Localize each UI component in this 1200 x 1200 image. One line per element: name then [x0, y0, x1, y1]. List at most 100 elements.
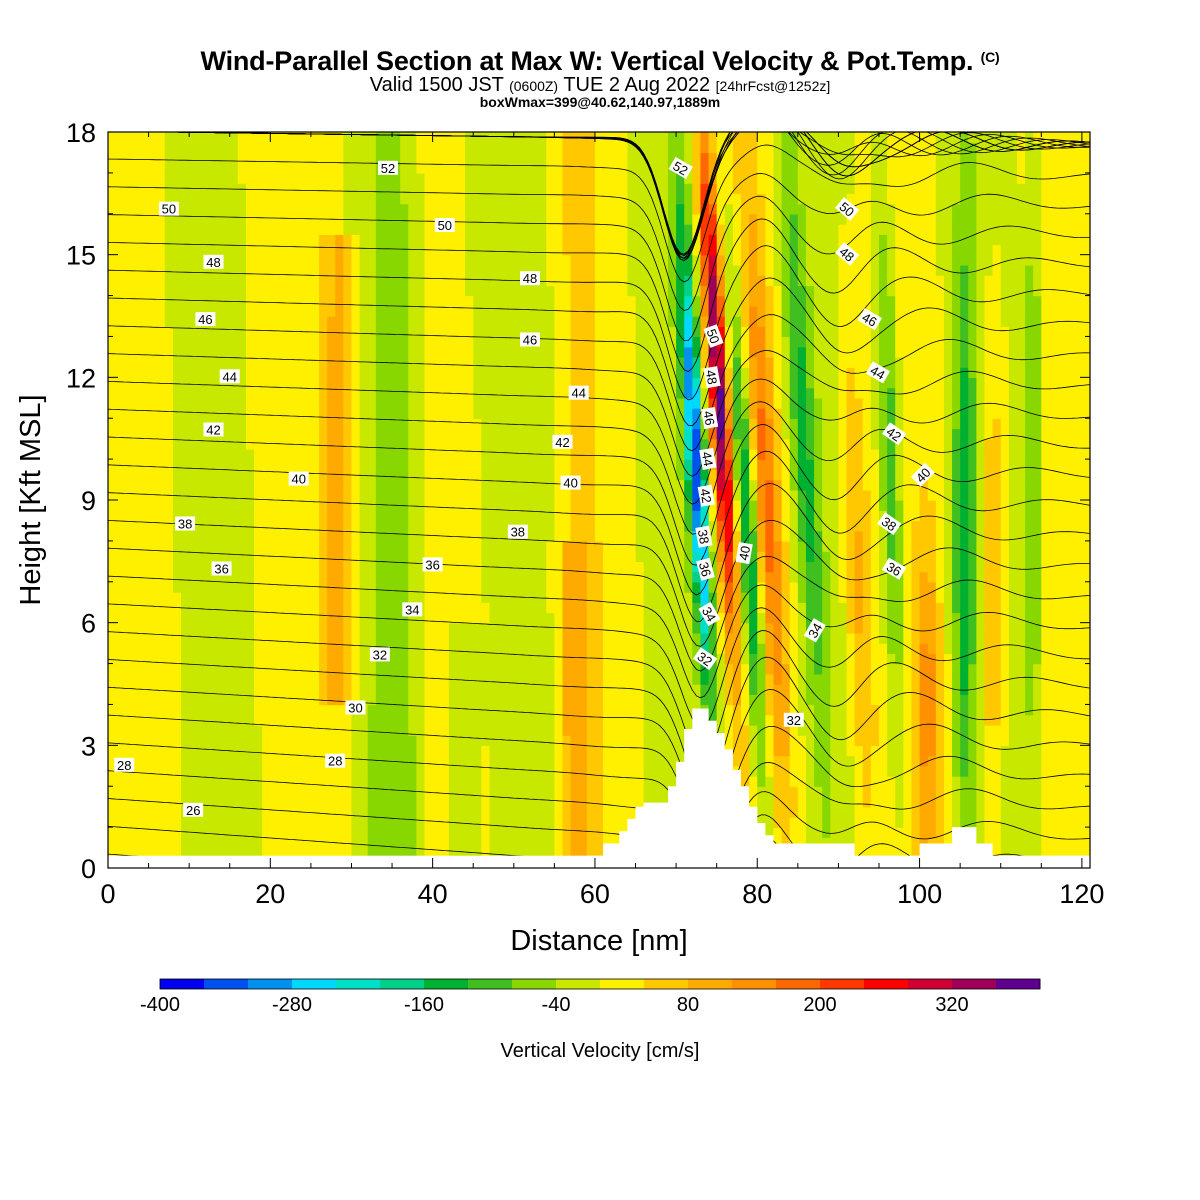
vv-cell	[530, 776, 539, 787]
vv-cell	[1081, 592, 1090, 603]
vv-cell	[302, 592, 312, 603]
vv-cell	[554, 571, 564, 583]
vv-cell	[148, 551, 158, 563]
vv-cell	[148, 663, 158, 675]
vv-cell	[424, 816, 434, 828]
vv-cell	[416, 755, 426, 767]
vv-cell	[887, 684, 896, 695]
vv-cell	[667, 530, 677, 542]
vv-cell	[830, 643, 840, 655]
vv-cell	[440, 714, 450, 726]
vv-cell	[197, 622, 207, 634]
vv-cell	[627, 643, 637, 655]
vv-cell	[164, 571, 174, 583]
vv-cell	[1073, 827, 1083, 839]
vv-cell	[724, 510, 734, 522]
vv-cell	[262, 765, 272, 777]
vv-cell	[903, 714, 913, 726]
vv-cell	[984, 592, 994, 603]
vv-cell	[254, 745, 263, 757]
vv-cell	[960, 653, 969, 665]
vv-cell	[140, 540, 150, 552]
vv-cell	[505, 551, 515, 563]
vv-cell	[984, 765, 994, 777]
vv-cell	[335, 724, 345, 736]
vv-cell	[943, 602, 953, 614]
vv-cell	[887, 510, 896, 522]
vv-cell	[635, 469, 645, 481]
vv-cell	[383, 592, 393, 603]
vv-cell	[367, 735, 377, 747]
vv-cell	[197, 704, 207, 716]
vv-cell	[773, 765, 783, 777]
vv-cell	[164, 622, 174, 634]
vv-cell	[181, 663, 190, 675]
vv-cell	[757, 724, 767, 736]
vv-cell	[1057, 827, 1067, 839]
vv-cell	[814, 571, 823, 583]
vv-cell	[286, 459, 296, 471]
vv-cell	[919, 827, 929, 839]
vv-cell	[1065, 673, 1075, 685]
vv-cell	[343, 684, 353, 695]
vv-cell	[302, 571, 312, 583]
vv-cell	[1049, 663, 1059, 675]
vv-cell	[513, 469, 523, 481]
vv-cell	[286, 561, 296, 573]
vv-cell	[359, 735, 369, 747]
vv-cell	[846, 765, 856, 777]
vv-cell	[343, 571, 353, 583]
vv-cell	[286, 694, 296, 706]
vv-cell	[773, 653, 783, 665]
vv-cell	[594, 694, 604, 706]
vv-cell	[700, 673, 710, 685]
vv-cell	[262, 479, 272, 491]
vv-cell	[676, 530, 685, 542]
vv-cell	[351, 745, 361, 757]
vv-cell	[148, 459, 158, 471]
vv-cell	[400, 571, 409, 583]
vv-cell	[164, 632, 174, 644]
vv-cell	[838, 643, 848, 655]
vv-cell	[278, 500, 288, 511]
vv-cell	[164, 837, 174, 849]
vv-cell	[140, 643, 150, 655]
vv-cell	[619, 765, 629, 777]
vv-cell	[448, 612, 458, 624]
vv-cell	[351, 602, 361, 614]
vv-cell	[984, 479, 994, 491]
vv-cell	[221, 663, 231, 675]
vv-cell	[570, 571, 580, 583]
vv-cell	[465, 643, 474, 655]
vv-cell	[432, 500, 442, 511]
vv-cell	[359, 479, 369, 491]
vv-cell	[124, 510, 134, 522]
vv-cell	[148, 816, 158, 828]
vv-cell	[667, 724, 677, 736]
vv-cell	[319, 755, 328, 767]
vv-cell	[197, 776, 207, 787]
vv-cell	[181, 837, 190, 849]
vv-cell	[189, 837, 198, 849]
vv-cell	[1081, 765, 1090, 777]
vv-cell	[927, 786, 937, 798]
vv-cell	[172, 847, 182, 859]
vv-cell	[635, 735, 645, 747]
vv-cell	[481, 612, 491, 624]
vv-cell	[822, 837, 831, 849]
vv-cell	[189, 612, 198, 624]
vv-cell	[229, 530, 239, 542]
vv-cell	[221, 489, 231, 501]
vv-cell	[319, 632, 328, 644]
vv-cell	[968, 612, 978, 624]
vv-cell	[237, 602, 247, 614]
vv-cell	[286, 510, 296, 522]
vv-cell	[1000, 653, 1010, 665]
vv-cell	[749, 520, 758, 532]
vv-cell	[578, 510, 588, 522]
vv-cell	[676, 571, 685, 583]
vv-cell	[497, 816, 507, 828]
vv-cell	[245, 632, 255, 644]
vv-cell	[903, 500, 913, 511]
vv-cell	[1057, 735, 1067, 747]
